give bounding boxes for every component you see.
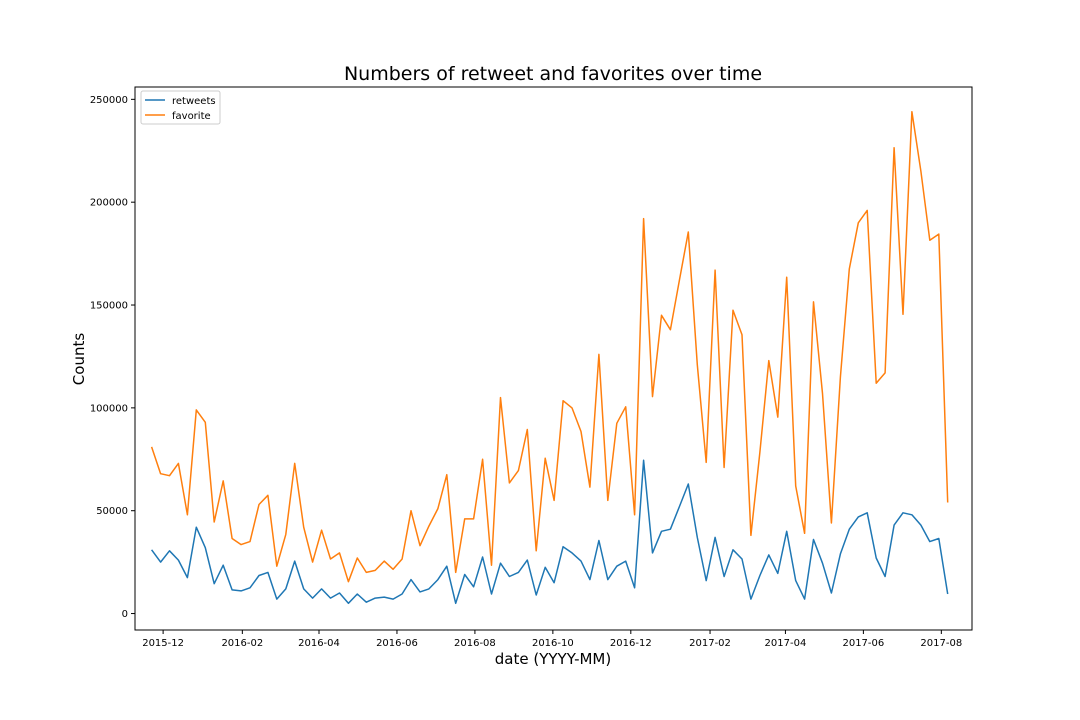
plot-area — [150, 110, 949, 605]
x-tick-label: 2016-08 — [454, 638, 496, 649]
x-tick-label: 2017-02 — [689, 638, 731, 649]
series-line-retweets — [150, 459, 949, 605]
y-axis-title: Counts — [70, 333, 88, 386]
x-tick-label: 2016-04 — [298, 638, 340, 649]
x-tick-label: 2015-12 — [142, 638, 184, 649]
y-axis: 0 50000 100000 150000 200000 250000 — [90, 95, 135, 620]
legend: retweets favorite — [140, 90, 221, 125]
x-tick-label: 2017-06 — [842, 638, 884, 649]
x-tick-label: 2016-06 — [376, 638, 418, 649]
plot-frame — [134, 86, 973, 631]
x-tick-label: 2016-12 — [610, 638, 652, 649]
y-tick-label: 0 — [122, 609, 128, 620]
x-axis-title: date (YYYY-MM) — [495, 650, 611, 668]
y-tick-label: 250000 — [90, 95, 128, 106]
x-axis: 2015-12 2016-02 2016-04 2016-06 2016-08 2016-… — [142, 630, 962, 649]
x-tick-label: 2017-04 — [765, 638, 807, 649]
x-tick-label: 2016-10 — [532, 638, 574, 649]
y-tick-label: 50000 — [96, 506, 128, 517]
chart-title: Numbers of retweet and favorites over ti… — [344, 63, 762, 85]
legend-label-favorite: favorite — [172, 111, 211, 122]
y-tick-label: 100000 — [90, 403, 128, 414]
y-tick-label: 200000 — [90, 198, 128, 209]
y-tick-label: 150000 — [90, 301, 128, 312]
x-tick-label: 2017-08 — [920, 638, 962, 649]
legend-label-retweets: retweets — [172, 96, 216, 107]
series-line-favorite — [150, 110, 949, 583]
x-tick-label: 2016-02 — [221, 638, 263, 649]
